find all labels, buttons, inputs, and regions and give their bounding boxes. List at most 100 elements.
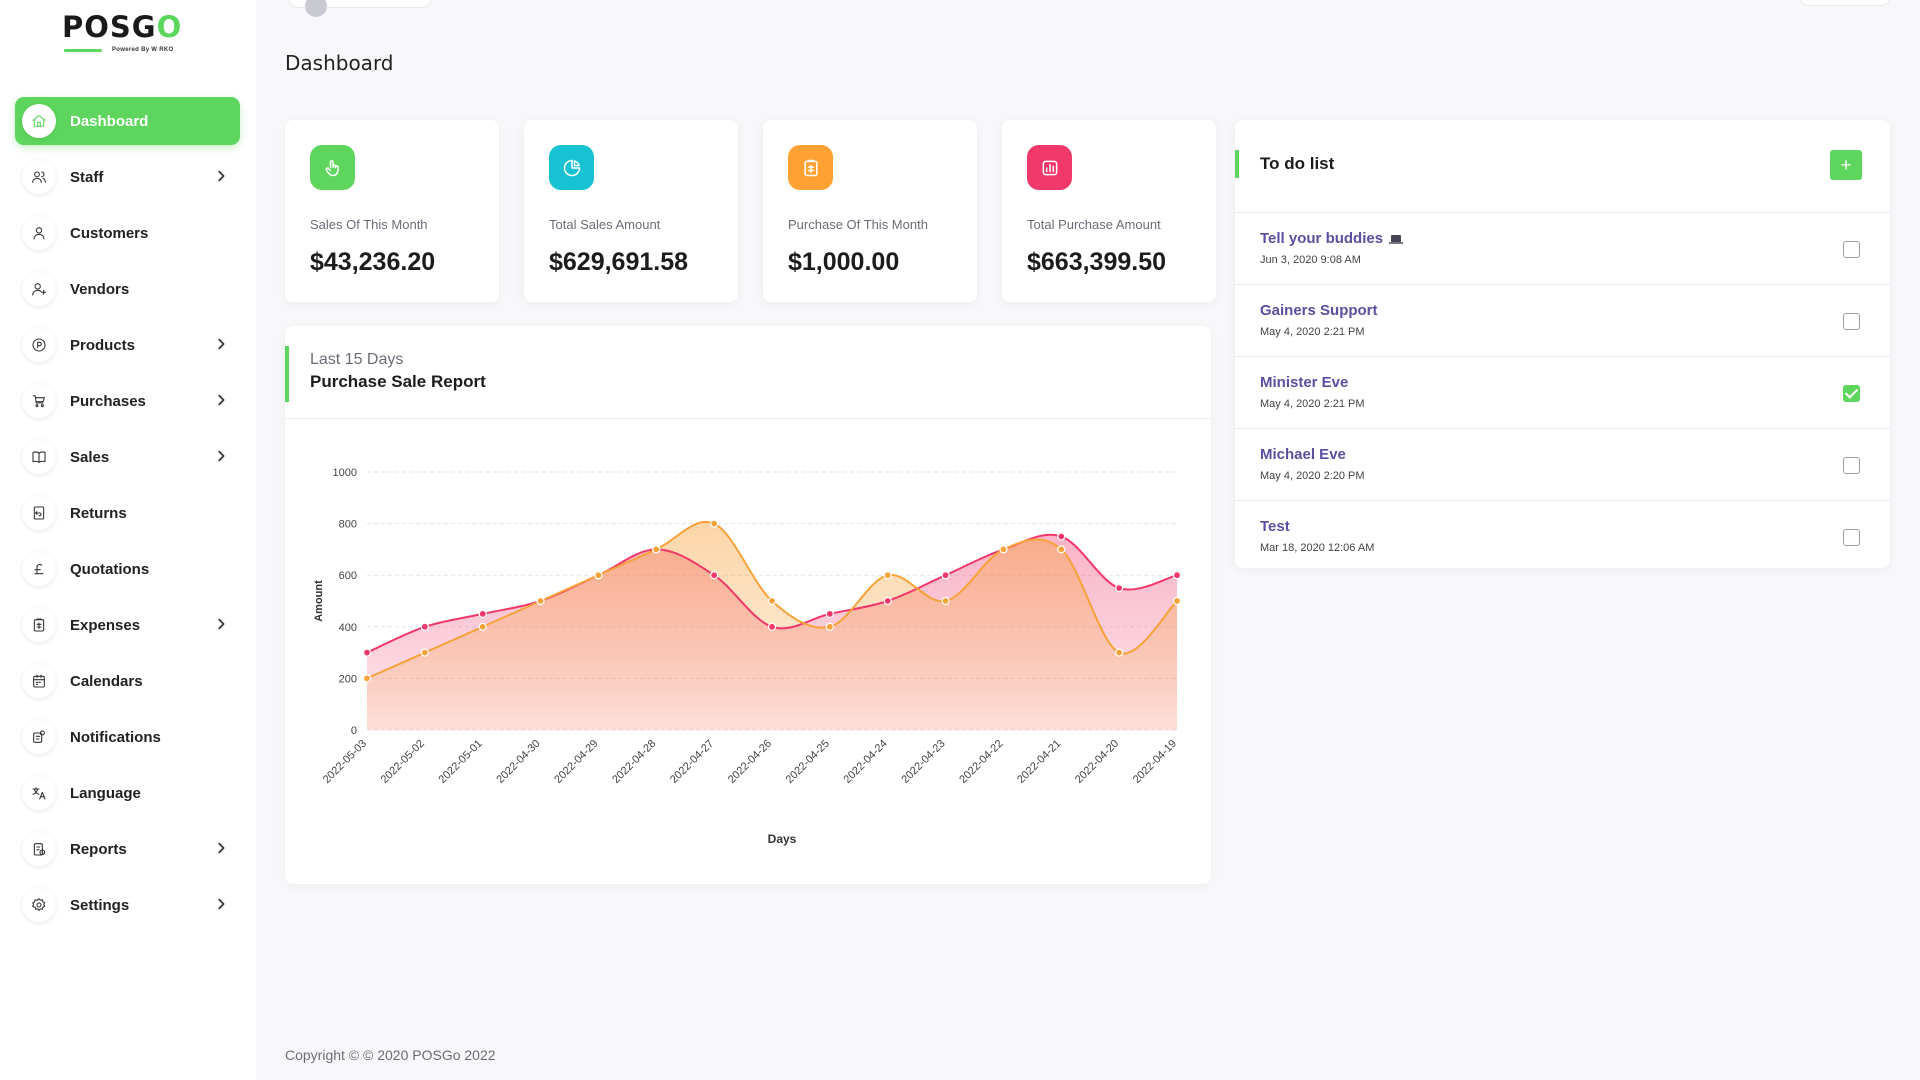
- series-2-point[interactable]: [594, 571, 603, 580]
- report-subtitle: Last 15 Days: [310, 351, 404, 368]
- series-2-point[interactable]: [1057, 545, 1066, 554]
- series-1-point[interactable]: [767, 622, 777, 631]
- x-tick-label: 2022-04-22: [957, 738, 1005, 786]
- book-icon: [22, 440, 56, 474]
- todo-item[interactable]: Gainers Support May 4, 2020 2:21 PM: [1235, 285, 1890, 357]
- sidebar-item-label: Returns: [70, 504, 127, 522]
- todo-checkbox[interactable]: [1843, 241, 1860, 258]
- translate-icon: [22, 776, 56, 810]
- series-2-point[interactable]: [883, 571, 892, 580]
- pie-chart-icon: [549, 145, 594, 190]
- series-1-point[interactable]: [825, 609, 834, 618]
- series-2-point[interactable]: [420, 648, 429, 657]
- sidebar-item-label: Calendars: [70, 672, 143, 690]
- sidebar-item-sales[interactable]: Sales: [15, 433, 240, 481]
- stat-card: Purchase Of This Month $1,000.00: [763, 120, 977, 302]
- series-1-point[interactable]: [941, 571, 950, 580]
- stat-label: Total Sales Amount: [549, 217, 661, 232]
- product-icon: [22, 328, 56, 362]
- chevron-right-icon: [214, 337, 228, 351]
- y-tick-label: 600: [339, 570, 357, 582]
- series-1-point[interactable]: [478, 609, 487, 618]
- footer-copyright: Copyright © © 2020 POSGo 2022: [285, 1047, 496, 1063]
- series-1-point[interactable]: [1115, 584, 1124, 593]
- todo-item[interactable]: Test Mar 18, 2020 12:06 AM: [1235, 501, 1890, 573]
- todo-item-text: Gainers Support: [1260, 302, 1378, 319]
- todo-item[interactable]: Michael Eve May 4, 2020 2:20 PM: [1235, 429, 1890, 501]
- bar-chart-icon: [1027, 145, 1072, 190]
- sidebar-item-quotations[interactable]: Quotations: [15, 545, 240, 593]
- add-todo-button[interactable]: +: [1830, 150, 1862, 180]
- calendar-icon: [22, 664, 56, 698]
- todo-checkbox[interactable]: [1843, 313, 1860, 330]
- sidebar-item-label: Settings: [70, 896, 130, 914]
- series-1-point[interactable]: [420, 622, 429, 631]
- todo-checkbox[interactable]: [1843, 385, 1860, 402]
- sidebar-item-notifications[interactable]: Notifications: [15, 713, 240, 761]
- brand-logo[interactable]: POSGO Powered By W RKO: [62, 12, 194, 58]
- clipboard-icon: [788, 145, 833, 190]
- chevron-right-icon: [214, 617, 228, 631]
- todo-item-date: May 4, 2020 2:21 PM: [1260, 398, 1365, 410]
- stat-card: Sales Of This Month $43,236.20: [285, 120, 499, 302]
- sidebar-item-label: Vendors: [70, 280, 130, 298]
- todo-item-title: Minister Eve: [1260, 374, 1348, 391]
- series-2-point[interactable]: [710, 519, 719, 528]
- todo-item-date: May 4, 2020 2:20 PM: [1260, 470, 1365, 482]
- series-1-point[interactable]: [362, 648, 372, 657]
- series-2-point[interactable]: [941, 596, 950, 606]
- series-2-point[interactable]: [652, 545, 661, 554]
- sidebar-item-label: Customers: [70, 224, 149, 242]
- todo-item-date: Mar 18, 2020 12:06 AM: [1260, 542, 1375, 554]
- divider: [285, 418, 1211, 419]
- user-profile-pill[interactable]: [289, 0, 431, 17]
- y-tick-label: 0: [351, 725, 357, 737]
- todo-item[interactable]: Tell your buddies Jun 3, 2020 9:08 AM: [1235, 213, 1890, 285]
- laptop-icon: [1389, 234, 1404, 244]
- purchase-sale-report-card: Last 15 Days Purchase Sale Report 0 200 40…: [285, 326, 1211, 884]
- y-tick-label: 400: [339, 622, 357, 634]
- sidebar-item-reports[interactable]: Reports: [15, 825, 240, 873]
- series-2-point[interactable]: [1115, 648, 1124, 657]
- sidebar-item-expenses[interactable]: Expenses: [15, 601, 240, 649]
- sidebar-item-returns[interactable]: Returns: [15, 489, 240, 537]
- series-1-point[interactable]: [883, 596, 892, 606]
- cart-icon: [22, 384, 56, 418]
- x-tick-label: 2022-04-20: [1073, 738, 1121, 786]
- x-tick-label: 2022-05-03: [321, 738, 369, 786]
- series-2-point[interactable]: [767, 596, 777, 606]
- user-plus-icon: [22, 272, 56, 306]
- sidebar-item-dashboard[interactable]: Dashboard: [15, 97, 240, 145]
- x-tick-label: 2022-04-19: [1131, 738, 1179, 786]
- sidebar-item-staff[interactable]: Staff: [15, 153, 240, 201]
- series-2-point[interactable]: [478, 622, 487, 631]
- series-2-point[interactable]: [825, 622, 834, 631]
- sidebar: POSGO Powered By W RKO Dashboard Staff Cus…: [0, 0, 256, 1080]
- header-right-control[interactable]: [1800, 0, 1890, 6]
- series-2-point[interactable]: [362, 674, 372, 683]
- sidebar-item-label: Notifications: [70, 728, 161, 746]
- series-1-point[interactable]: [710, 571, 719, 580]
- sidebar-item-settings[interactable]: Settings: [15, 881, 240, 929]
- series-2-point[interactable]: [999, 545, 1008, 554]
- todo-item-title: Test: [1260, 518, 1290, 535]
- todo-checkbox[interactable]: [1843, 457, 1860, 474]
- sidebar-item-label: Reports: [70, 840, 127, 858]
- series-2-point[interactable]: [536, 596, 545, 606]
- todo-item-date: Jun 3, 2020 9:08 AM: [1260, 254, 1361, 266]
- series-1-point[interactable]: [1057, 532, 1066, 541]
- sidebar-item-products[interactable]: Products: [15, 321, 240, 369]
- sidebar-item-label: Staff: [70, 168, 104, 186]
- sidebar-item-vendors[interactable]: Vendors: [15, 265, 240, 313]
- sidebar-item-language[interactable]: Language: [15, 769, 240, 817]
- todo-checkbox[interactable]: [1843, 529, 1860, 546]
- series-1-point[interactable]: [1172, 571, 1182, 580]
- sidebar-item-customers[interactable]: Customers: [15, 209, 240, 257]
- y-tick-label: 1000: [333, 467, 357, 479]
- todo-item[interactable]: Minister Eve May 4, 2020 2:21 PM: [1235, 357, 1890, 429]
- x-tick-label: 2022-04-28: [610, 738, 658, 786]
- sidebar-item-calendars[interactable]: Calendars: [15, 657, 240, 705]
- sidebar-item-purchases[interactable]: Purchases: [15, 377, 240, 425]
- series-2-point[interactable]: [1172, 596, 1182, 606]
- report-header: Last 15 Days Purchase Sale Report: [285, 346, 486, 402]
